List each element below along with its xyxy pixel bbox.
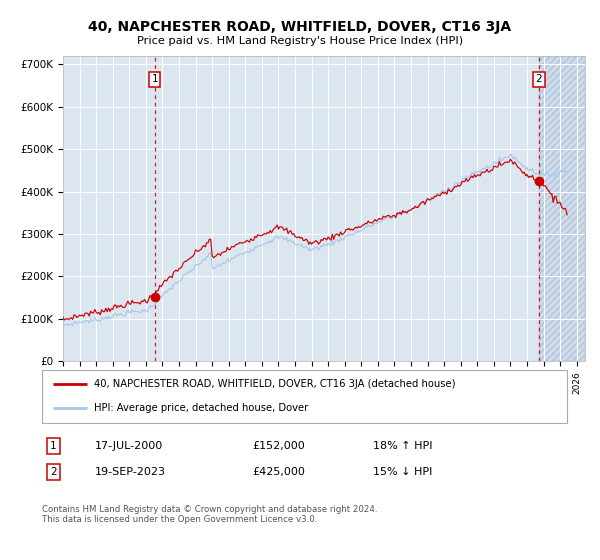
Bar — [539, 56, 585, 361]
Text: 40, NAPCHESTER ROAD, WHITFIELD, DOVER, CT16 3JA (detached house): 40, NAPCHESTER ROAD, WHITFIELD, DOVER, C… — [95, 379, 456, 389]
Text: 40, NAPCHESTER ROAD, WHITFIELD, DOVER, CT16 3JA: 40, NAPCHESTER ROAD, WHITFIELD, DOVER, C… — [88, 20, 512, 34]
Text: Price paid vs. HM Land Registry's House Price Index (HPI): Price paid vs. HM Land Registry's House … — [137, 36, 463, 46]
Text: 17-JUL-2000: 17-JUL-2000 — [95, 441, 163, 451]
Text: 19-SEP-2023: 19-SEP-2023 — [95, 467, 166, 477]
Text: Contains HM Land Registry data © Crown copyright and database right 2024.
This d: Contains HM Land Registry data © Crown c… — [42, 505, 377, 524]
Text: 18% ↑ HPI: 18% ↑ HPI — [373, 441, 432, 451]
Text: 15% ↓ HPI: 15% ↓ HPI — [373, 467, 432, 477]
Text: £425,000: £425,000 — [252, 467, 305, 477]
Text: 1: 1 — [151, 74, 158, 85]
FancyBboxPatch shape — [42, 370, 567, 423]
Text: 1: 1 — [50, 441, 57, 451]
Bar — [539, 56, 585, 361]
Text: 2: 2 — [50, 467, 57, 477]
Text: £152,000: £152,000 — [252, 441, 305, 451]
Text: 2: 2 — [536, 74, 542, 85]
Text: HPI: Average price, detached house, Dover: HPI: Average price, detached house, Dove… — [95, 403, 309, 413]
